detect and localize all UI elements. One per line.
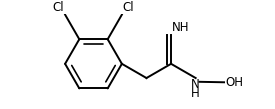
- Text: N: N: [191, 78, 200, 91]
- Text: Cl: Cl: [53, 1, 64, 14]
- Text: OH: OH: [225, 76, 243, 89]
- Text: NH: NH: [172, 21, 189, 34]
- Text: H: H: [191, 87, 200, 100]
- Text: Cl: Cl: [123, 1, 134, 14]
